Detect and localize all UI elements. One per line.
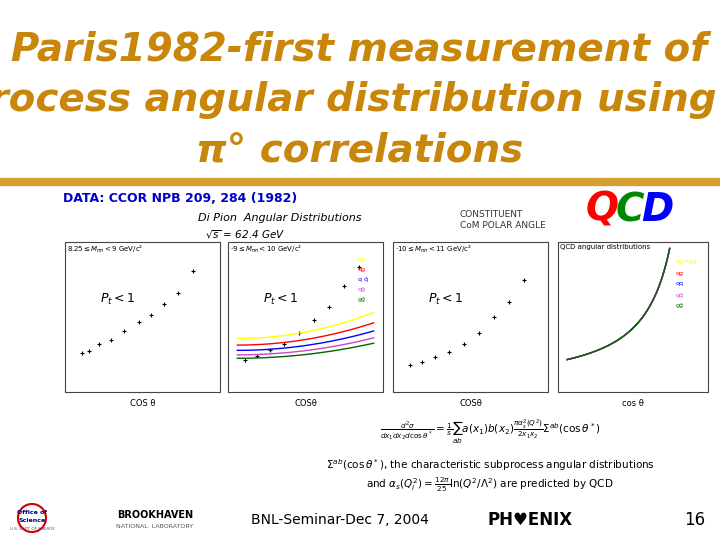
Text: $8.25 \leq M_{\pi\pi}<9$ GeV/c²: $8.25 \leq M_{\pi\pi}<9$ GeV/c² bbox=[67, 244, 143, 255]
Text: cos θ: cos θ bbox=[622, 400, 644, 408]
Text: qg: qg bbox=[358, 267, 366, 273]
Text: QCD angular distributions: QCD angular distributions bbox=[560, 244, 650, 250]
Text: $\cdot 9\leq M_{\pi\pi}<10$ GeV/c²: $\cdot 9\leq M_{\pi\pi}<10$ GeV/c² bbox=[230, 244, 302, 255]
Text: C: C bbox=[616, 191, 644, 229]
Text: q q̄: q q̄ bbox=[358, 278, 368, 282]
Text: subprocess angular distribution using    π°-: subprocess angular distribution using π°… bbox=[0, 81, 720, 119]
Text: $P_t < 1$: $P_t < 1$ bbox=[100, 292, 135, 307]
Text: $\cdot 10\leq M_{\pi\pi}<11$ GeV/c²: $\cdot 10\leq M_{\pi\pi}<11$ GeV/c² bbox=[395, 244, 472, 255]
Text: COS θ: COS θ bbox=[130, 400, 156, 408]
Text: gg→gg: gg→gg bbox=[676, 260, 697, 265]
Text: qq̄: qq̄ bbox=[676, 293, 684, 298]
Bar bbox=[228, 242, 383, 392]
Text: $\Sigma^{ab}(\cos\theta^*)$, the characteristic subprocess angular distributions: $\Sigma^{ab}(\cos\theta^*)$, the charact… bbox=[325, 457, 654, 473]
Text: DATA: CCOR NPB 209, 284 (1982): DATA: CCOR NPB 209, 284 (1982) bbox=[63, 192, 297, 205]
Text: qg: qg bbox=[676, 271, 684, 275]
Text: and $\alpha_s(Q_i^2) = \frac{12\pi}{25}\ln(Q^2/\Lambda^2)$ are predicted by QCD: and $\alpha_s(Q_i^2) = \frac{12\pi}{25}\… bbox=[366, 476, 613, 494]
Text: gḡ: gḡ bbox=[676, 303, 684, 308]
Text: 16: 16 bbox=[685, 511, 706, 529]
Text: COSθ: COSθ bbox=[294, 400, 317, 408]
Bar bbox=[65, 242, 220, 392]
Text: CONSTITUENT
CoM POLAR ANGLE: CONSTITUENT CoM POLAR ANGLE bbox=[460, 210, 546, 230]
Text: $\sqrt{s}$ = 62.4 GeV: $\sqrt{s}$ = 62.4 GeV bbox=[204, 228, 285, 241]
Text: BROOKHAVEN: BROOKHAVEN bbox=[117, 510, 193, 520]
Text: gḡ: gḡ bbox=[358, 298, 366, 302]
Text: U.S. DEPT OF ENERGY: U.S. DEPT OF ENERGY bbox=[9, 527, 55, 531]
Text: qḡ: qḡ bbox=[358, 287, 366, 293]
Text: Also Paris1982-first measurement of QCD: Also Paris1982-first measurement of QCD bbox=[0, 31, 720, 69]
Text: COSθ: COSθ bbox=[459, 400, 482, 408]
Text: Q: Q bbox=[585, 191, 618, 229]
Text: Science: Science bbox=[19, 518, 45, 523]
Text: gg: gg bbox=[358, 258, 366, 262]
Text: $P_t < 1$: $P_t < 1$ bbox=[428, 292, 464, 307]
Text: $\frac{d^2\sigma}{dx_1 dx_2 d\cos\theta^*} = \frac{1}{s}\sum_{ab}a(x_1)b(x_2)\fr: $\frac{d^2\sigma}{dx_1 dx_2 d\cos\theta^… bbox=[379, 418, 600, 446]
Text: π° correlations: π° correlations bbox=[197, 131, 523, 169]
Text: D: D bbox=[641, 191, 673, 229]
Text: $P_t < 1$: $P_t < 1$ bbox=[263, 292, 298, 307]
Text: Di Pion  Angular Distributions: Di Pion Angular Distributions bbox=[198, 213, 361, 223]
Bar bbox=[558, 242, 708, 392]
Text: PH♥ENIX: PH♥ENIX bbox=[487, 511, 572, 529]
Text: qq: qq bbox=[676, 281, 684, 287]
Text: NATIONAL  LABORATORY: NATIONAL LABORATORY bbox=[117, 523, 194, 529]
Text: Office of: Office of bbox=[17, 510, 47, 515]
Bar bbox=[393, 242, 548, 392]
Text: BNL-Seminar-Dec 7, 2004: BNL-Seminar-Dec 7, 2004 bbox=[251, 513, 429, 527]
